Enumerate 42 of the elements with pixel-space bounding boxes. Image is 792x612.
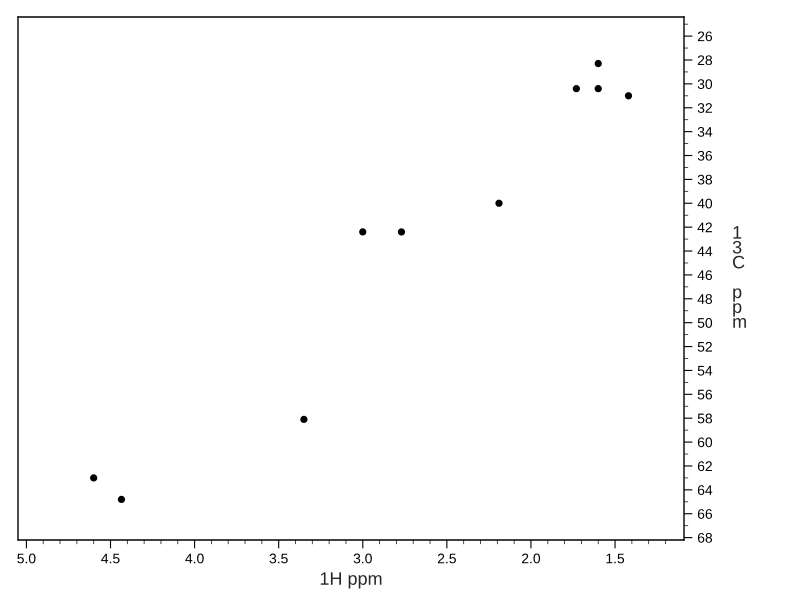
point (398, 228, 406, 236)
point (624, 92, 632, 100)
y-tick-label: 38 (698, 174, 712, 185)
y-tick-label: 62 (698, 461, 712, 472)
point (118, 496, 126, 504)
x-tick-label: 2.5 (438, 554, 456, 564)
point (572, 85, 580, 92)
y-axis-title: 13C ppm (732, 226, 746, 328)
y-tick-label: 26 (698, 31, 712, 42)
point (495, 200, 503, 207)
y-tick-label: 48 (698, 294, 712, 304)
y-tick-label: 46 (698, 270, 712, 280)
y-tick-label: 68 (698, 532, 712, 543)
y-tick-label: 34 (698, 126, 712, 137)
y-tick-label: 64 (698, 485, 712, 496)
y-tick-label: 54 (698, 366, 712, 376)
y-tick-label: 42 (698, 222, 712, 232)
y-tick-label: 56 (698, 390, 712, 400)
y-tick-label: 60 (698, 437, 712, 448)
x-tick-label: 4.5 (101, 554, 120, 564)
x-axis-title: 1H ppm (320, 572, 382, 589)
y-tick-label: 32 (698, 103, 712, 113)
x-tick-label: 4.0 (185, 554, 204, 564)
x-tick-label: 5.0 (17, 554, 36, 564)
point (594, 60, 602, 68)
y-tick-label: 36 (698, 150, 712, 161)
point (300, 416, 308, 424)
y-tick-label: 30 (698, 79, 712, 90)
y-tick-label: 28 (698, 55, 712, 66)
x-tick-label: 1.5 (606, 554, 624, 564)
y-tick-label: 44 (698, 246, 712, 256)
x-tick-label: 3.0 (354, 554, 372, 564)
y-tick-label: 58 (698, 414, 712, 424)
point (359, 228, 366, 236)
x-tick-label: 3.5 (270, 554, 288, 564)
y-tick-label: 52 (698, 342, 712, 352)
x-tick-label: 2.0 (522, 554, 540, 564)
point (90, 474, 98, 482)
y-tick-label: 40 (698, 198, 712, 208)
point (594, 85, 602, 92)
y-tick-label: 66 (698, 509, 712, 519)
y-tick-label: 50 (698, 318, 712, 328)
